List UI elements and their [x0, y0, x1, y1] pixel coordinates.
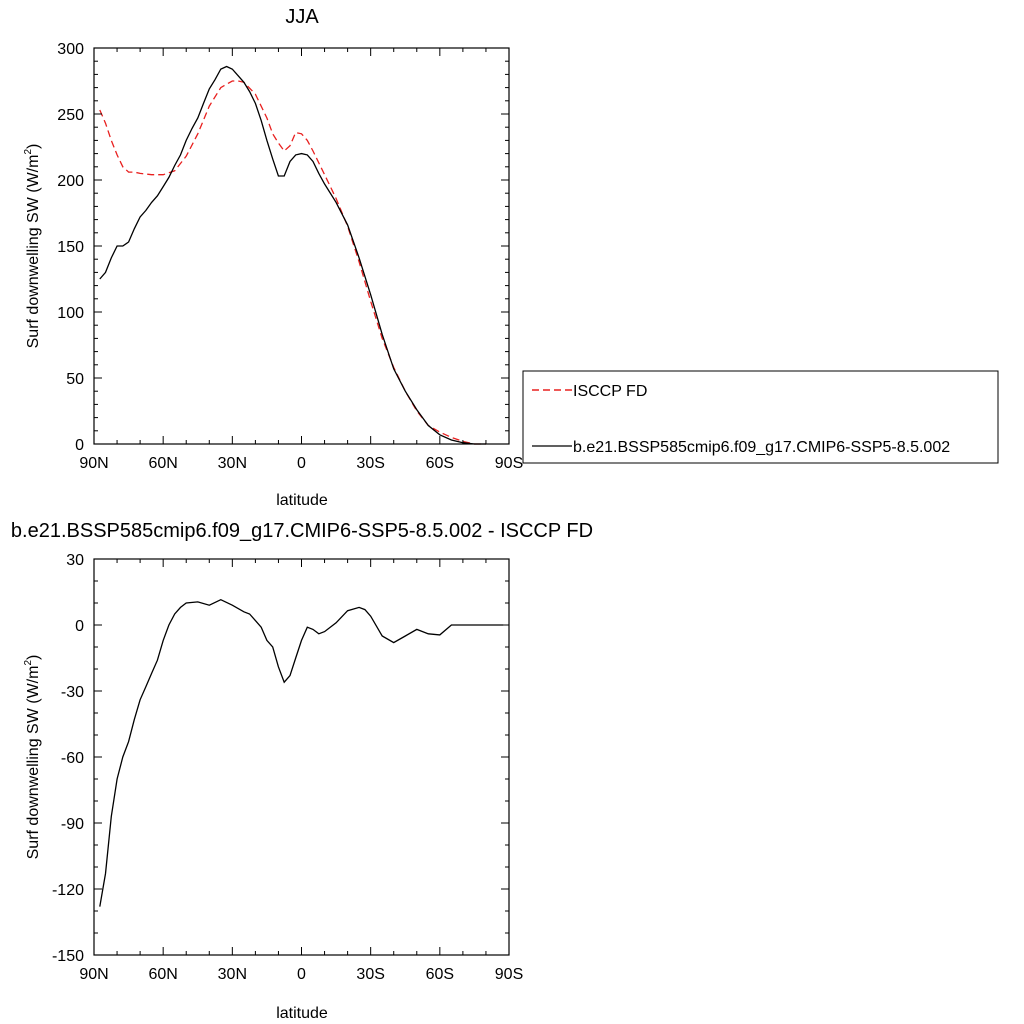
top-y-tick-label: 250	[57, 107, 84, 124]
bottom-series-line-1	[99, 598, 504, 907]
bottom-x-tick-label: 30S	[356, 966, 384, 983]
bottom-y-tick-label: -120	[52, 882, 84, 899]
bottom-y-tick-label: 0	[75, 618, 84, 635]
top-x-tick-label: 90N	[79, 455, 108, 472]
bottom-y-axis-label-close: )	[25, 655, 42, 660]
top-series-line-1	[99, 80, 486, 445]
bottom-y-axis-label: Surf downwelling SW (W/m2)	[23, 655, 42, 860]
top-x-axis-label: latitude	[276, 492, 328, 509]
top-y-tick-label: 150	[57, 239, 84, 256]
top-y-tick-label: 100	[57, 305, 84, 322]
bottom-tick-layer: 90N 60N 30N 0 30S 60S 90S -150 -120 -90 -60 -30 0 30	[52, 552, 523, 983]
top-y-tick-label: 300	[57, 41, 84, 58]
bottom-x-tick-label: 90N	[79, 966, 108, 983]
top-x-tick-label: 90S	[495, 455, 523, 472]
chart-top: JJA 90N 60N 30N 0 30S 60S 90S 0 50 100 150 200 250 30…	[23, 6, 999, 509]
bottom-y-axis-label-main: Surf downwelling SW (W/m	[25, 666, 42, 860]
bottom-y-tick-label: -30	[61, 684, 84, 701]
bottom-y-axis-label-sup: 2	[23, 660, 34, 666]
bottom-series-layer	[99, 598, 504, 907]
bottom-x-tick-label: 30N	[218, 966, 247, 983]
bottom-x-tick-label: 60N	[148, 966, 177, 983]
top-y-axis-label: Surf downwelling SW (W/m2)	[23, 144, 42, 349]
bottom-y-tick-label: -90	[61, 816, 84, 833]
top-x-tick-label: 30S	[356, 455, 384, 472]
bottom-x-tick-label: 60S	[426, 966, 454, 983]
legend-box	[522, 370, 999, 464]
legend: ISCCP FD b.e21.BSSP585cmip6.f09_g17.CMIP…	[522, 370, 999, 464]
bottom-y-tick-label: -60	[61, 750, 84, 767]
bottom-x-tick-label: 90S	[495, 966, 523, 983]
top-y-tick-label: 0	[75, 437, 84, 454]
top-plot-frame	[93, 47, 510, 445]
top-series-layer	[99, 65, 486, 445]
bottom-y-tick-label: -150	[52, 948, 84, 965]
top-x-tick-label: 0	[297, 455, 306, 472]
top-x-tick-label: 60S	[426, 455, 454, 472]
bottom-x-tick-label: 0	[297, 966, 306, 983]
top-x-tick-label: 60N	[148, 455, 177, 472]
bottom-plot-frame	[93, 558, 510, 956]
top-y-axis-label-main: Surf downwelling SW (W/m	[25, 155, 42, 349]
top-tick-layer: 90N 60N 30N 0 30S 60S 90S 0 50 100 150 200 250 300	[57, 41, 523, 472]
bottom-x-axis-label: latitude	[276, 1005, 328, 1022]
top-y-tick-label: 200	[57, 173, 84, 190]
top-y-tick-label: 50	[66, 371, 84, 388]
legend-label-isccp: ISCCP FD	[573, 383, 647, 400]
bottom-y-tick-label: 30	[66, 552, 84, 569]
top-y-axis-label-sup: 2	[23, 149, 34, 155]
top-chart-title: JJA	[285, 6, 319, 28]
legend-label-model: b.e21.BSSP585cmip6.f09_g17.CMIP6-SSP5-8.…	[573, 439, 950, 456]
top-y-axis-label-close: )	[25, 144, 42, 149]
chart-bottom: b.e21.BSSP585cmip6.f09_g17.CMIP6-SSP5-8.…	[11, 520, 593, 1022]
top-series-line-2	[99, 65, 486, 445]
top-x-tick-label: 30N	[218, 455, 247, 472]
bottom-chart-title: b.e21.BSSP585cmip6.f09_g17.CMIP6-SSP5-8.…	[11, 520, 593, 542]
